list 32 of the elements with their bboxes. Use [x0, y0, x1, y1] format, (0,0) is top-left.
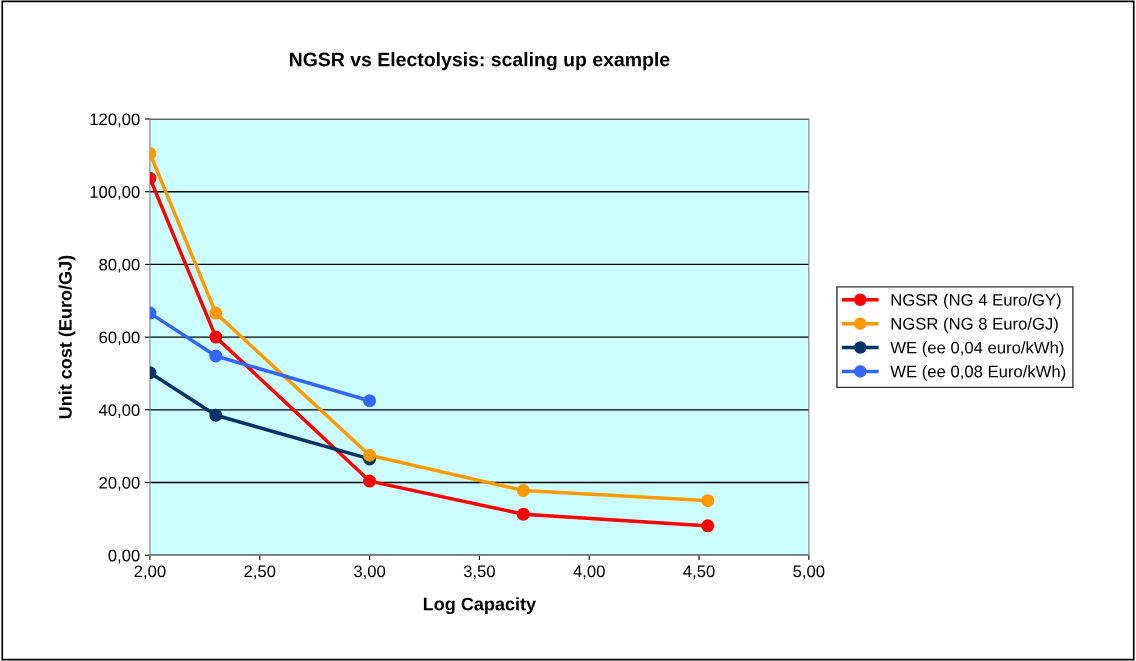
y-axis-title: Unit cost (Euro/GJ): [58, 255, 76, 419]
legend-label: WE (ee 0,04 euro/kWh): [890, 341, 1064, 357]
x-tick-label: 2,50: [244, 565, 276, 580]
x-tick-label: 3,00: [354, 565, 386, 580]
x-tick-label: 5,00: [793, 565, 825, 580]
y-tick-label: 60,00: [99, 331, 140, 346]
legend-label: NGSR (NG 4 Euro/GY): [891, 293, 1061, 310]
y-tick-label: 120,00: [90, 113, 140, 128]
y-tick-label: 40,00: [98, 404, 140, 418]
x-tick-label: 2,00: [134, 565, 166, 580]
x-tick-label: 3,50: [463, 565, 495, 580]
legend-label: WE (ee 0,08 Euro/kWh): [890, 365, 1066, 381]
point: [363, 474, 377, 488]
legend-label: NGSR (NG 8 Euro/GJ): [891, 317, 1058, 333]
x-axis-title: Log Capacity: [423, 597, 536, 615]
point: [209, 349, 223, 363]
point: [363, 448, 377, 462]
y-tick-label: 0,00: [108, 549, 140, 564]
point: [701, 494, 715, 508]
point: [209, 408, 223, 422]
chart-title: NGSR vs Electolysis: scaling up example: [289, 52, 670, 71]
y-tick-label: 20,00: [99, 476, 140, 491]
y-tick-label: 80,00: [99, 258, 140, 273]
point: [209, 306, 223, 320]
y-tick-label: 100,00: [90, 186, 140, 200]
point: [701, 519, 715, 533]
x-tick-label: 4,50: [683, 565, 715, 580]
point: [209, 330, 223, 344]
point: [516, 484, 530, 498]
point: [363, 394, 377, 408]
point: [516, 507, 530, 521]
x-tick-label: 4,00: [573, 565, 605, 580]
